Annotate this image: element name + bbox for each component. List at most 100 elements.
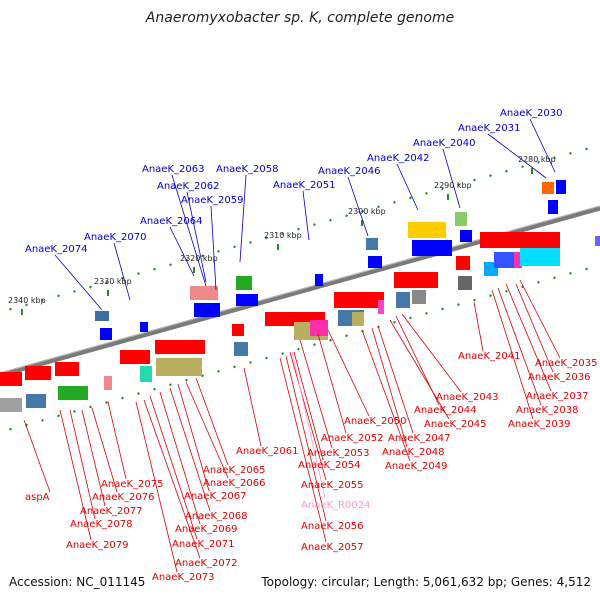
reverse-leader-line: [515, 283, 554, 373]
inner-tick-dot: [137, 392, 140, 396]
reverse-gene-label: AnaeK_2039: [508, 419, 570, 430]
inner-tick-dot: [329, 338, 332, 342]
outer-tick-dot: [425, 191, 428, 195]
outer-tick-dot: [441, 187, 444, 191]
reverse-feature-block: [480, 232, 560, 248]
reverse-leader-line: [371, 327, 408, 448]
reverse-gene-label: AnaeK_2045: [424, 419, 486, 430]
reverse-leader-line: [327, 329, 370, 417]
reverse-gene-label: AnaeK_2075: [101, 479, 163, 490]
inner-tick-dot: [585, 267, 588, 271]
reverse-leader-line: [377, 325, 414, 434]
genome-summary-text: Topology: circular; Length: 5,061,632 bp…: [261, 575, 591, 589]
forward-feature-block: [140, 322, 148, 332]
scale-tick-label: 2320 kbp: [180, 254, 218, 263]
outer-tick-dot: [505, 169, 508, 173]
inner-tick-dot: [233, 365, 236, 369]
forward-leader-line: [186, 191, 207, 283]
forward-leader-line: [171, 174, 207, 287]
inner-tick-dot: [489, 294, 492, 298]
reverse-leader-line: [497, 287, 542, 406]
forward-feature-block: [236, 294, 258, 306]
reverse-leader-line: [81, 409, 106, 507]
scale-tick-label: 2280 kbp: [518, 155, 556, 164]
outer-tick-dot: [25, 303, 28, 307]
reverse-feature-block: [334, 292, 384, 308]
reverse-feature-block: [352, 312, 364, 326]
forward-feature-block: [460, 230, 472, 242]
reverse-feature-block: [104, 376, 112, 390]
outer-tick-dot: [169, 263, 172, 267]
reverse-feature-block: [26, 394, 46, 408]
inner-tick-dot: [265, 356, 268, 360]
forward-leader-line: [113, 242, 131, 301]
reverse-feature-block: [156, 358, 202, 376]
reverse-gene-label: AnaeK_2037: [526, 391, 588, 402]
outer-tick-dot: [201, 254, 204, 258]
reverse-gene-label: AnaeK_2067: [184, 491, 246, 502]
accession-text: Accession: NC_011145: [9, 575, 146, 589]
reverse-leader-line: [285, 355, 327, 522]
label-group: 2340 kbp 2330 kbp 2320 kbp 2310 kbp 2300 kbp…: [8, 108, 597, 583]
reverse-feature-block: [595, 236, 600, 246]
inner-tick-dot: [425, 311, 428, 315]
forward-leader-line: [239, 174, 247, 263]
reverse-leader-line: [289, 351, 327, 481]
reverse-leader-line: [169, 387, 211, 512]
reverse-leader-line: [185, 381, 229, 479]
outer-tick-dot: [329, 218, 332, 222]
forward-feature-block: [194, 303, 220, 317]
forward-gene-label: AnaeK_2074: [25, 244, 87, 255]
reverse-leader-line: [519, 279, 561, 359]
reverse-gene-label: AnaeK_2066: [203, 478, 265, 489]
reverse-leader-line: [317, 333, 347, 434]
inner-tick-dot: [281, 352, 284, 355]
scale-tick-label: 2310 kbp: [264, 231, 302, 240]
reverse-leader-line: [135, 401, 178, 573]
outer-tick-dot: [217, 249, 220, 253]
inner-tick-dot: [393, 320, 396, 324]
reverse-leader-line: [59, 409, 92, 541]
reverse-gene-label: AnaeK_2048: [382, 447, 444, 458]
reverse-feature-block: [396, 292, 410, 308]
reverse-leader-line: [177, 383, 210, 492]
reverse-feature-block: [0, 372, 22, 386]
forward-feature-block: [368, 256, 382, 268]
forward-leader-line: [210, 205, 217, 291]
scale-tick-label: 2290 kbp: [434, 181, 472, 190]
reverse-feature-block: [520, 248, 560, 266]
reverse-leader-line: [389, 319, 450, 420]
outer-tick-dot: [137, 272, 140, 276]
outer-tick-dot: [361, 209, 364, 213]
outer-tick-dot: [457, 183, 460, 186]
outer-tick-dot: [585, 147, 588, 151]
inner-tick-dot: [441, 307, 444, 311]
forward-feature-block: [542, 182, 554, 194]
forward-gene-label: AnaeK_2040: [413, 138, 475, 149]
outer-tick-dot: [553, 156, 556, 160]
inner-tick-dot: [505, 289, 508, 293]
scale-tick-label: 2340 kbp: [8, 296, 46, 305]
forward-gene-label: AnaeK_2031: [458, 123, 520, 134]
reverse-leader-line: [195, 377, 229, 466]
inner-tick-dot: [473, 298, 476, 302]
reverse-feature-block: [140, 366, 152, 382]
forward-feature-block: [412, 240, 452, 256]
forward-leader-line: [302, 190, 310, 241]
inner-tick-dot: [89, 405, 92, 409]
outer-tick-dot: [281, 232, 284, 235]
reverse-gene-label: AnaeK_2043: [436, 392, 498, 403]
map-title: Anaeromyxobacter sp. K, complete genome: [145, 10, 455, 26]
forward-feature-block: [100, 328, 112, 340]
reverse-leader-line: [69, 409, 96, 520]
outer-tick-dot: [249, 240, 252, 244]
reverse-feature-block: [58, 386, 88, 400]
reverse-gene-label: AnaeK_2076: [92, 492, 154, 503]
inner-tick-dot: [409, 316, 412, 320]
forward-gene-label: AnaeK_2051: [273, 180, 335, 191]
reverse-gene-label: AnaeK_2041: [458, 351, 520, 362]
inner-tick-dot: [169, 383, 172, 387]
forward-feature-block: [408, 222, 446, 238]
outer-tick-dot: [57, 294, 60, 298]
